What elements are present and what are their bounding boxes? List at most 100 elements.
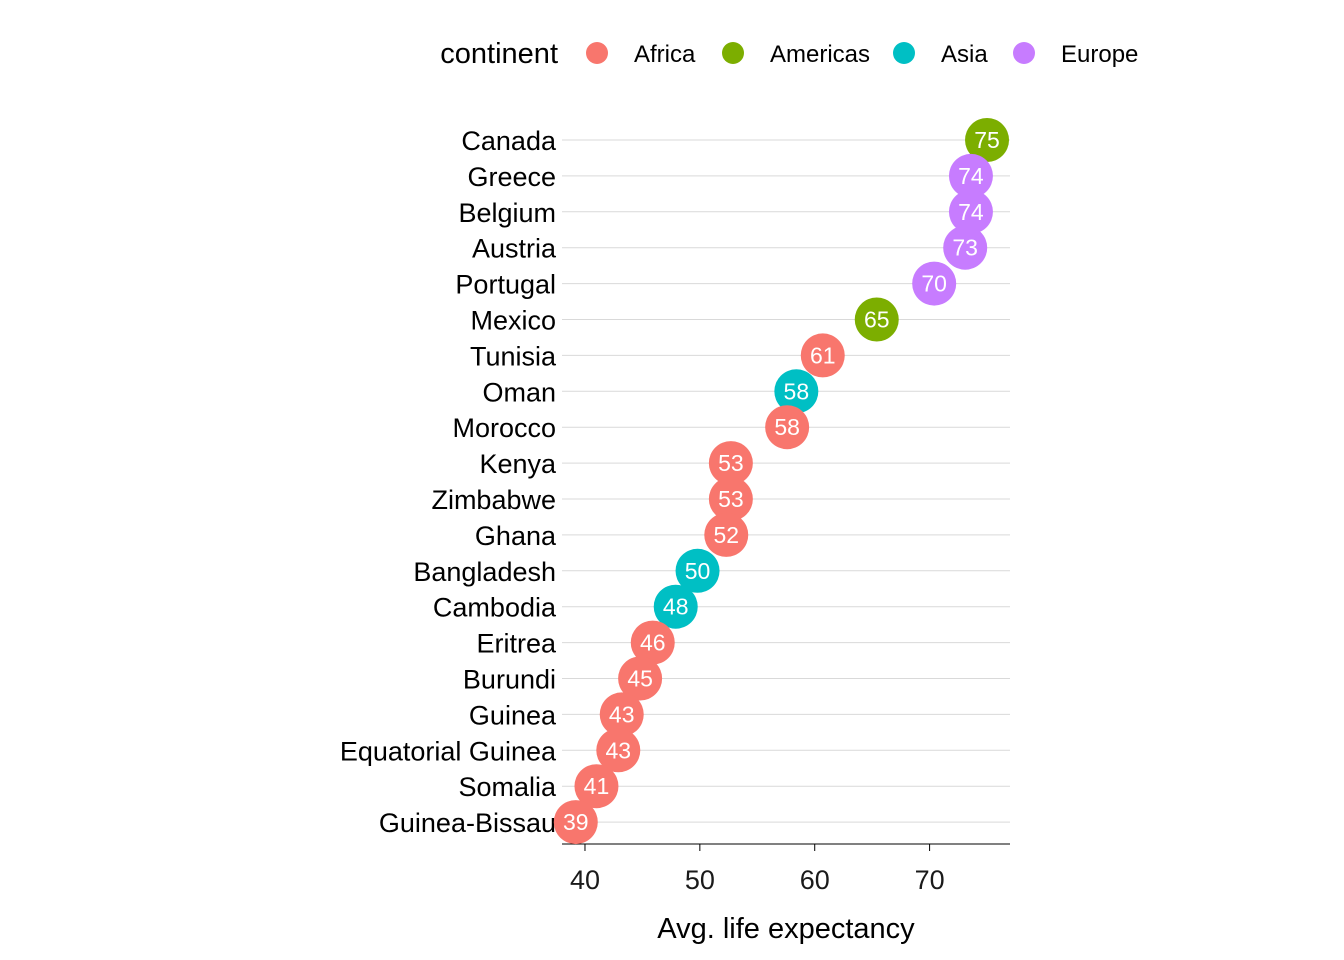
legend-key bbox=[893, 42, 915, 64]
gridlines bbox=[562, 139, 1010, 823]
point-value-label: 39 bbox=[563, 809, 589, 835]
point-value-label: 73 bbox=[952, 235, 978, 261]
country-label: Tunisia bbox=[470, 341, 557, 371]
point-value-label: 65 bbox=[864, 307, 890, 333]
legend-entry: Americas bbox=[722, 41, 870, 68]
data-point: 73 bbox=[943, 225, 988, 270]
point-value-label: 50 bbox=[685, 558, 711, 584]
country-label: Ghana bbox=[475, 521, 557, 551]
point-value-label: 58 bbox=[784, 378, 810, 404]
data-point: 58 bbox=[774, 369, 819, 414]
point-marker bbox=[618, 656, 663, 701]
country-label: Morocco bbox=[452, 413, 556, 443]
point-marker bbox=[596, 728, 641, 773]
point-marker bbox=[912, 261, 957, 306]
data-point: 39 bbox=[553, 800, 598, 845]
country-label: Mexico bbox=[470, 306, 556, 336]
data-point: 43 bbox=[599, 692, 644, 737]
point-value-label: 53 bbox=[718, 450, 744, 476]
country-label: Austria bbox=[472, 234, 557, 264]
country-label: Portugal bbox=[455, 270, 556, 300]
legend-title: continent bbox=[440, 38, 558, 70]
data-point: 43 bbox=[596, 728, 641, 773]
point-marker bbox=[653, 584, 698, 629]
data-point: 53 bbox=[708, 477, 753, 521]
x-tick-label: 60 bbox=[800, 865, 830, 895]
data-point: 52 bbox=[704, 512, 749, 557]
point-value-label: 74 bbox=[958, 199, 984, 225]
point-marker bbox=[708, 477, 753, 521]
country-label: Zimbabwe bbox=[431, 485, 556, 515]
legend-label: Europe bbox=[1061, 41, 1138, 68]
legend-label: Africa bbox=[634, 41, 696, 68]
x-axis-title: Avg. life expectancy bbox=[657, 913, 915, 945]
point-marker bbox=[774, 369, 819, 414]
point-marker bbox=[765, 405, 810, 450]
point-marker bbox=[704, 512, 749, 557]
point-value-label: 52 bbox=[713, 522, 739, 548]
country-label: Burundi bbox=[463, 665, 556, 695]
legend-key bbox=[586, 42, 608, 64]
point-value-label: 43 bbox=[605, 737, 631, 763]
point-value-label: 43 bbox=[609, 701, 635, 727]
point-marker bbox=[553, 800, 598, 845]
data-point: 41 bbox=[574, 764, 619, 809]
data-point: 53 bbox=[708, 441, 753, 486]
point-value-label: 61 bbox=[810, 342, 836, 368]
point-value-label: 53 bbox=[718, 486, 744, 512]
legend-label: Americas bbox=[770, 41, 870, 68]
country-label: Kenya bbox=[479, 449, 557, 479]
point-marker bbox=[943, 225, 988, 270]
legend-entries: Africa Americas Asia Europe bbox=[586, 41, 1138, 68]
data-point: 75 bbox=[965, 118, 1010, 162]
country-label: Guinea bbox=[469, 700, 557, 730]
country-label: Belgium bbox=[458, 198, 556, 228]
legend-label: Asia bbox=[941, 41, 988, 68]
data-point: 74 bbox=[948, 153, 993, 198]
legend-key bbox=[1013, 42, 1035, 64]
country-label: Bangladesh bbox=[413, 557, 556, 587]
data-point: 50 bbox=[675, 548, 720, 593]
data-point: 48 bbox=[653, 584, 698, 629]
country-label: Canada bbox=[461, 126, 557, 156]
point-marker bbox=[574, 764, 619, 809]
y-axis-labels: Canada Greece Belgium Austria Portugal Mexico… bbox=[340, 126, 557, 838]
country-label: Cambodia bbox=[433, 593, 557, 623]
data-point: 45 bbox=[618, 656, 663, 701]
x-axis: 40 50 60 70 Avg. life expectancy bbox=[562, 843, 1010, 945]
legend-entry: Europe bbox=[1013, 41, 1138, 68]
point-marker bbox=[854, 297, 899, 342]
data-point: 74 bbox=[948, 189, 993, 234]
legend-entry: Asia bbox=[893, 41, 988, 68]
point-value-label: 46 bbox=[640, 630, 666, 656]
point-value-label: 41 bbox=[584, 773, 610, 799]
data-point: 46 bbox=[630, 620, 675, 665]
point-marker bbox=[965, 118, 1010, 162]
country-label: Greece bbox=[467, 162, 556, 192]
point-value-label: 74 bbox=[958, 163, 984, 189]
country-label: Equatorial Guinea bbox=[340, 736, 557, 766]
x-tick-label: 40 bbox=[570, 865, 600, 895]
point-marker bbox=[800, 333, 845, 378]
data-point: 58 bbox=[765, 405, 810, 450]
legend-key bbox=[722, 42, 744, 64]
country-label: Oman bbox=[482, 377, 556, 407]
point-marker bbox=[675, 548, 720, 593]
legend-entry: Africa bbox=[586, 41, 696, 68]
data-point: 70 bbox=[912, 261, 957, 306]
data-point: 61 bbox=[800, 333, 845, 378]
point-value-label: 45 bbox=[627, 666, 653, 692]
point-marker bbox=[630, 620, 675, 665]
country-label: Guinea-Bissau bbox=[379, 808, 556, 838]
legend: continent Africa Americas Asia Europe bbox=[440, 38, 1138, 70]
x-tick-label: 50 bbox=[685, 865, 715, 895]
point-value-label: 58 bbox=[774, 414, 800, 440]
point-marker bbox=[948, 153, 993, 198]
data-point: 65 bbox=[854, 297, 899, 342]
point-value-label: 75 bbox=[974, 127, 1000, 153]
country-label: Eritrea bbox=[476, 629, 557, 659]
point-marker bbox=[599, 692, 644, 737]
country-label: Somalia bbox=[458, 772, 557, 802]
